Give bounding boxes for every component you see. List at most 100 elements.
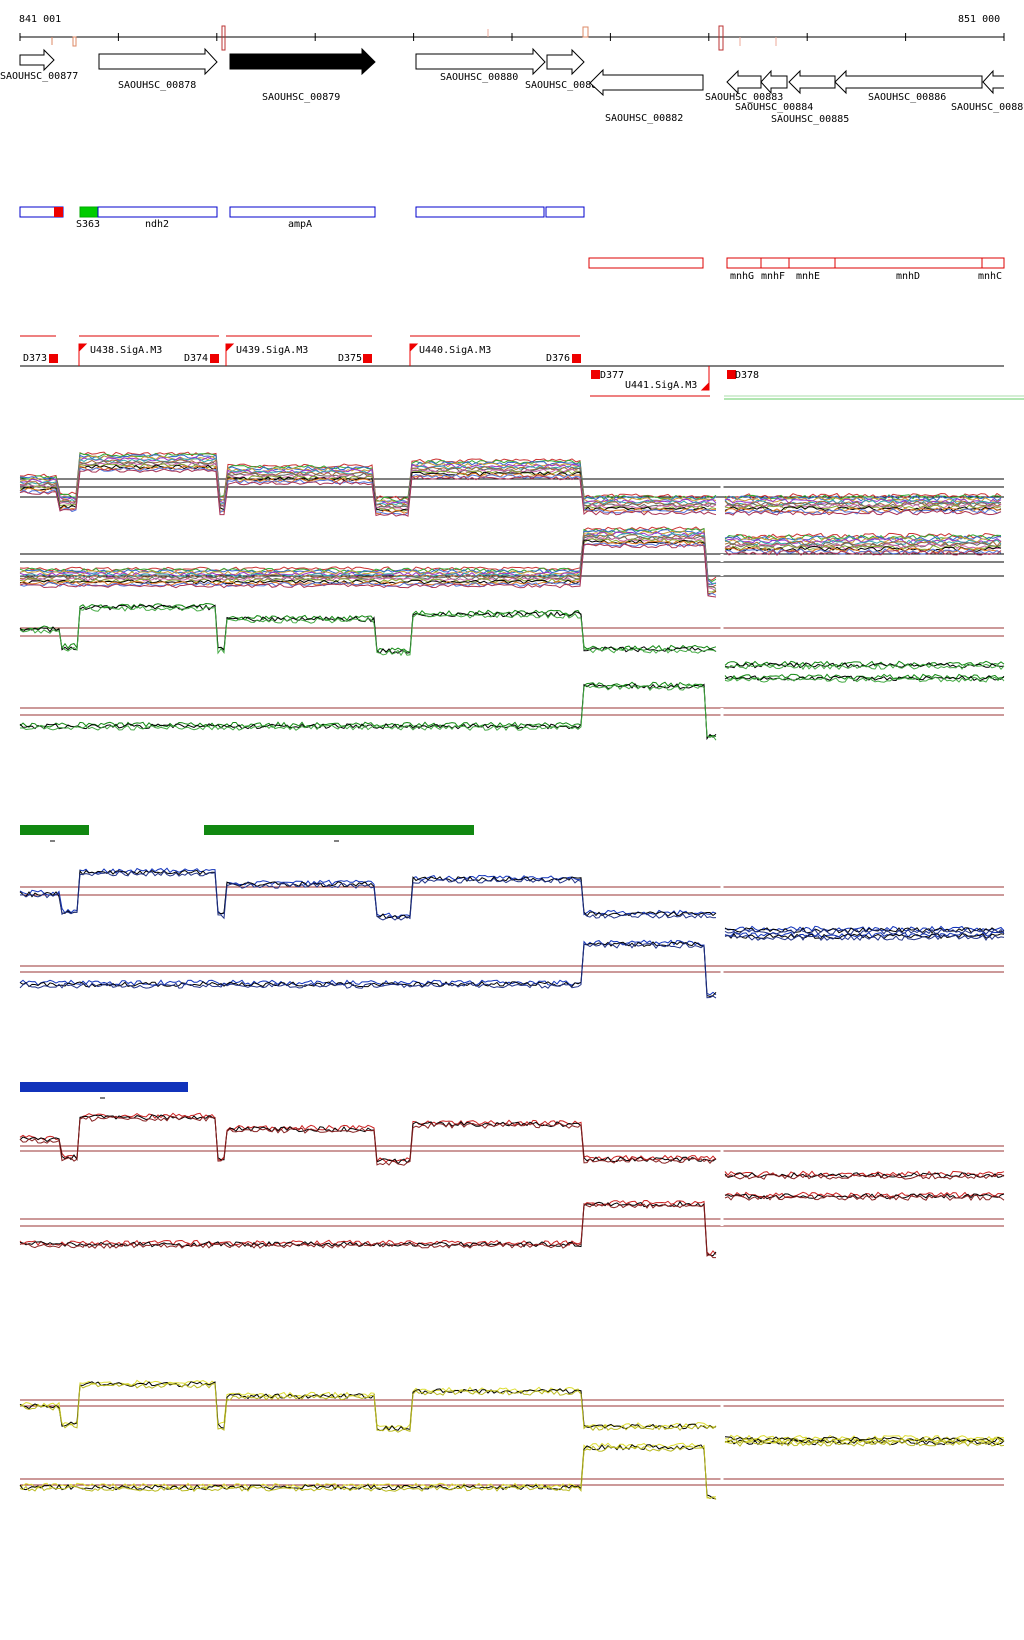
segment-label: U438.SigA.M3 xyxy=(90,345,162,356)
region-bar[interactable] xyxy=(204,825,474,835)
gene-arrow[interactable] xyxy=(546,48,585,76)
segment-marker xyxy=(591,370,600,379)
gene-label: SAOUHSC_00883 xyxy=(705,92,783,103)
annotation-box[interactable] xyxy=(726,257,762,269)
expression-trace xyxy=(724,1440,1005,1447)
expression-trace xyxy=(19,1199,717,1256)
ruler-mark xyxy=(72,36,77,47)
red-expression-track xyxy=(19,1112,1005,1259)
gene-track: SAOUHSC_00877 SAOUHSC_00878 SAOUHSC_0087… xyxy=(0,47,1024,125)
expression-trace xyxy=(724,925,1005,932)
expression-trace xyxy=(19,942,717,999)
expression-trace xyxy=(19,536,717,592)
expression-trace xyxy=(724,492,1002,499)
green-expression-track xyxy=(19,602,1005,741)
gene-label: SAOUHSC_00884 xyxy=(735,102,813,113)
annotation-label: mnhF xyxy=(761,271,785,282)
expression-trace xyxy=(724,1172,1005,1179)
expression-trace xyxy=(724,535,1002,542)
expression-trace xyxy=(19,604,717,655)
expression-trace xyxy=(724,663,1005,671)
gene-arrow[interactable] xyxy=(19,48,55,72)
annotation-box[interactable] xyxy=(415,206,545,218)
segment-marker xyxy=(572,354,581,363)
gene-arrow[interactable] xyxy=(415,47,546,76)
expression-trace xyxy=(19,1382,717,1433)
gene-arrow[interactable] xyxy=(760,69,788,95)
ruler-mark xyxy=(718,25,724,51)
expression-trace xyxy=(19,939,717,996)
gene-label: SAOUHSC_00880 xyxy=(440,72,518,83)
region-bar[interactable] xyxy=(20,1082,188,1092)
expression-trace xyxy=(19,459,717,509)
expression-trace xyxy=(724,675,1005,682)
expression-trace xyxy=(19,529,717,586)
green-region-bars xyxy=(20,825,474,842)
ruler-marks xyxy=(51,25,777,51)
expression-trace xyxy=(19,684,717,741)
expression-trace xyxy=(19,528,717,584)
expression-trace xyxy=(19,870,717,921)
gene-label: SAOUHSC_00885 xyxy=(771,114,849,125)
expression-trace xyxy=(19,869,717,920)
expression-trace xyxy=(19,941,717,998)
expression-trace xyxy=(724,509,1002,516)
expression-trace xyxy=(19,1444,717,1500)
expression-trace xyxy=(19,539,717,594)
region-bar[interactable] xyxy=(20,825,89,835)
gene-arrow[interactable] xyxy=(98,47,218,76)
promoter-flag xyxy=(225,343,235,366)
expression-trace xyxy=(724,539,1002,546)
expression-trace xyxy=(724,1437,1005,1445)
annotation-box[interactable] xyxy=(97,206,218,218)
coordinate-ruler: 841 001 851 000 xyxy=(19,14,1005,51)
segment-label: U440.SigA.M3 xyxy=(419,345,491,356)
gene-arrow[interactable] xyxy=(834,69,983,95)
segment-label: D378 xyxy=(735,370,759,381)
ruler-ticks xyxy=(19,33,1005,41)
gene-label: SAOUHSC_00887 xyxy=(951,102,1024,113)
annotation-box[interactable] xyxy=(79,206,99,218)
multi-condition-expression-track xyxy=(19,451,1004,598)
annotation-box[interactable] xyxy=(981,257,1005,269)
annotation-box[interactable] xyxy=(760,257,790,269)
expression-trace xyxy=(724,549,1002,556)
gene-label: SAOUHSC_00877 xyxy=(0,71,78,82)
segment-label: U441.SigA.M3 xyxy=(625,380,697,391)
annotation-box[interactable] xyxy=(588,257,704,269)
annotation-box[interactable] xyxy=(545,206,585,218)
expression-trace xyxy=(724,934,1005,942)
expression-trace xyxy=(19,683,717,741)
expression-trace xyxy=(19,526,717,581)
segment-label: D374 xyxy=(184,353,208,364)
segment-label: U439.SigA.M3 xyxy=(236,345,308,356)
expression-trace xyxy=(724,1194,1005,1202)
yellow-expression-track xyxy=(19,1379,1005,1500)
expression-trace xyxy=(19,461,717,511)
gene-arrow[interactable] xyxy=(589,68,704,97)
expression-trace xyxy=(19,453,717,503)
gene-label: SAOUHSC_00881 xyxy=(525,80,603,91)
coord-start: 841 001 xyxy=(19,14,61,25)
segment-marker xyxy=(363,354,372,363)
expression-trace xyxy=(19,605,717,657)
gene-label: SAOUHSC_00878 xyxy=(118,80,196,91)
gene-arrow[interactable] xyxy=(726,69,762,95)
annotation-box[interactable] xyxy=(834,257,983,269)
promoter-flag xyxy=(700,366,710,391)
annotation-label: mnhD xyxy=(896,271,920,282)
expression-trace xyxy=(724,928,1005,936)
gene-arrow[interactable] xyxy=(982,69,1004,95)
expression-trace xyxy=(724,673,1005,680)
blue-expression-track xyxy=(19,867,1005,999)
annotation-label: S363 xyxy=(76,219,100,230)
annotation-label: mnhE xyxy=(796,271,820,282)
gene-arrow[interactable] xyxy=(229,47,376,76)
segment-label: D376 xyxy=(546,353,570,364)
expression-trace xyxy=(19,1115,717,1166)
gene-arrow[interactable] xyxy=(788,69,836,95)
annotation-box[interactable] xyxy=(229,206,376,218)
annotation-box[interactable] xyxy=(788,257,836,269)
ruler-mark xyxy=(582,26,589,38)
